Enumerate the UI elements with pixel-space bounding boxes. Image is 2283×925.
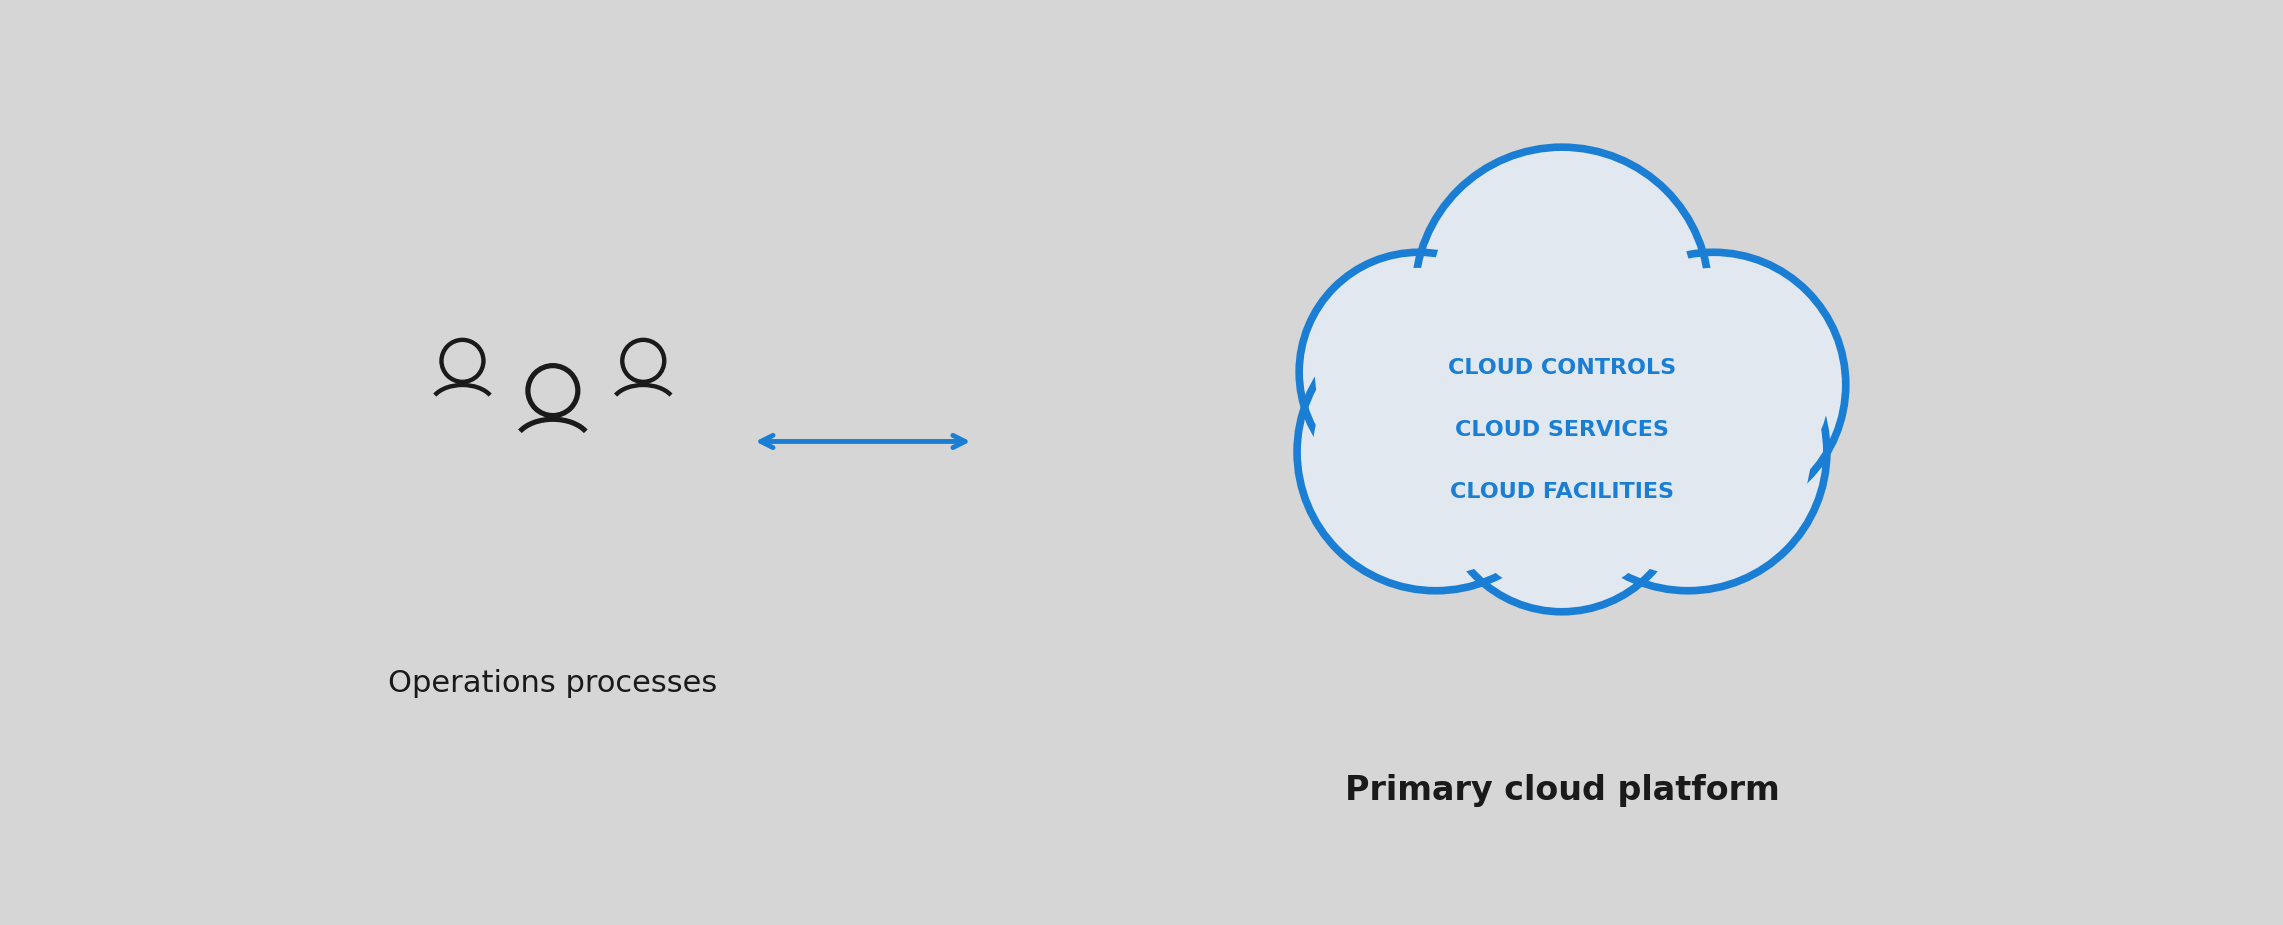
Circle shape (1315, 268, 1523, 476)
Circle shape (1431, 163, 1694, 426)
Text: CLOUD CONTROLS: CLOUD CONTROLS (1447, 358, 1676, 378)
Circle shape (1297, 314, 1575, 591)
Circle shape (1580, 253, 1845, 517)
Circle shape (1313, 329, 1559, 575)
Circle shape (1415, 147, 1710, 441)
Text: Primary cloud platform: Primary cloud platform (1345, 773, 1778, 807)
Text: CLOUD FACILITIES: CLOUD FACILITIES (1450, 482, 1673, 502)
Circle shape (1457, 384, 1669, 596)
Circle shape (1299, 253, 1539, 492)
Circle shape (1596, 268, 1831, 501)
Text: Operations processes: Operations processes (388, 669, 717, 697)
Circle shape (1550, 314, 1826, 591)
Circle shape (1564, 329, 1810, 575)
Text: CLOUD SERVICES: CLOUD SERVICES (1454, 420, 1669, 440)
Circle shape (1441, 368, 1685, 611)
